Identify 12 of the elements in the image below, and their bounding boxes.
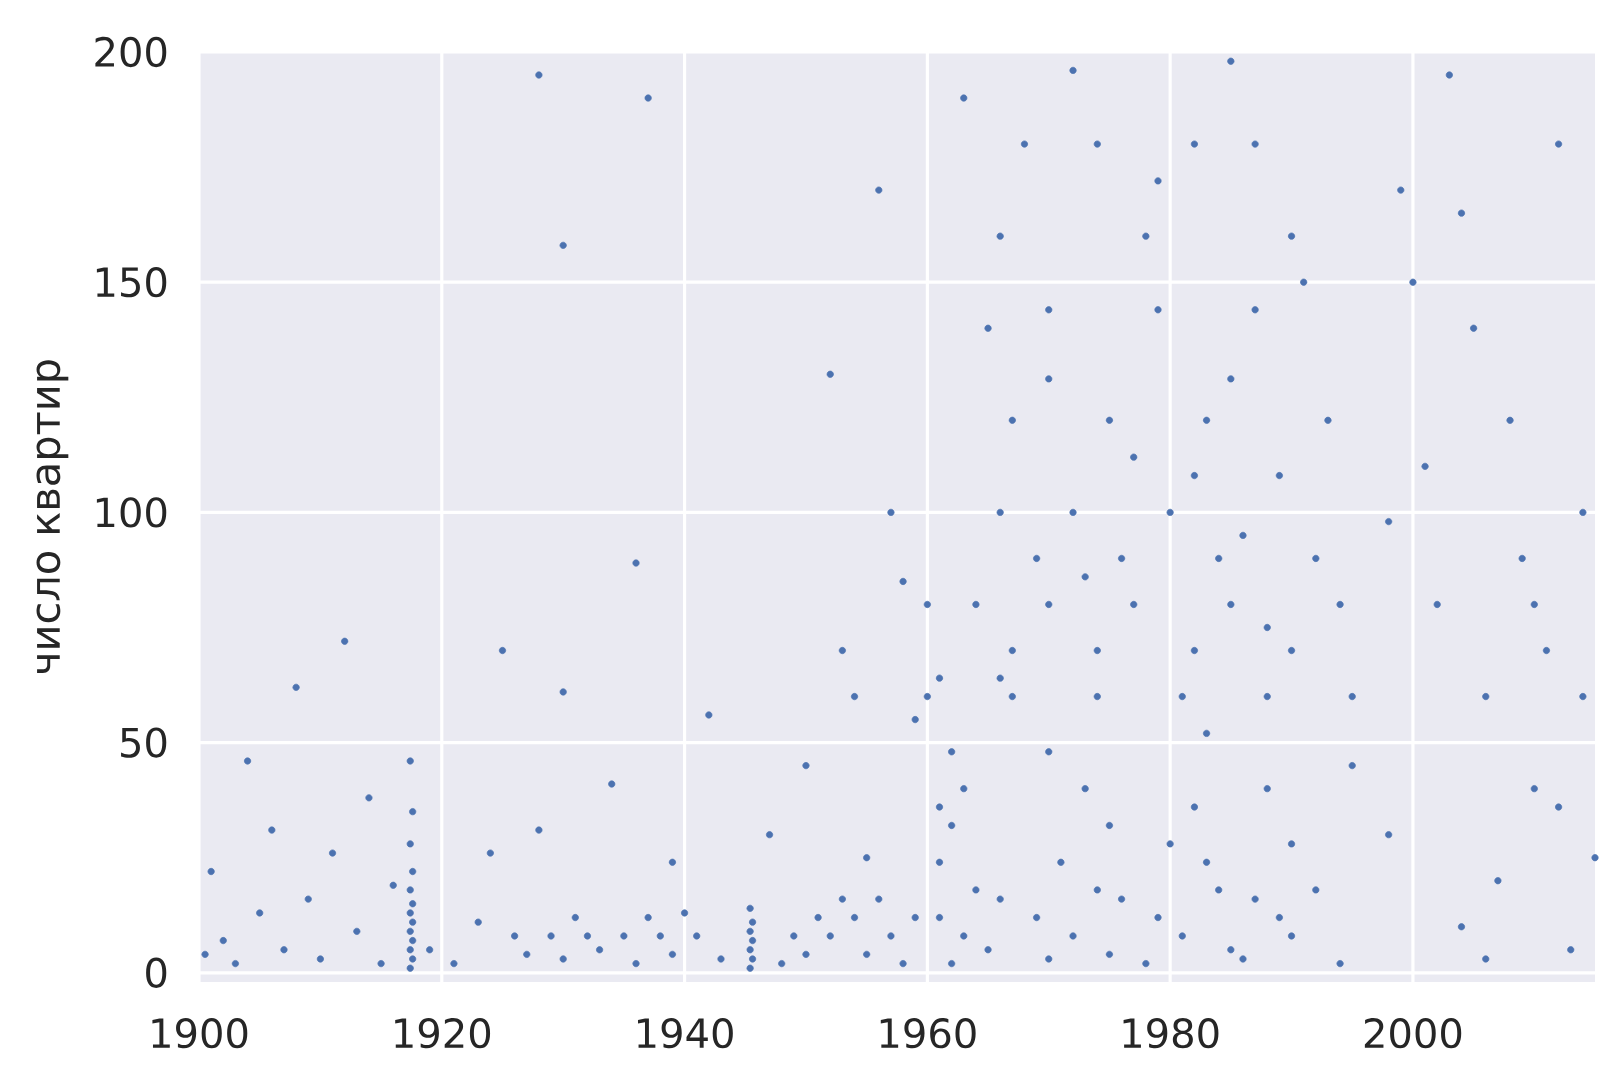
y-axis-title: число квартир xyxy=(36,360,69,673)
y-tick-label: 150 xyxy=(96,267,167,298)
y-tick-label: 200 xyxy=(95,36,167,68)
x-tick-label: 1940 xyxy=(638,1018,733,1049)
x-tick-label: 1980 xyxy=(1123,1018,1219,1049)
x-tick-label: 2000 xyxy=(1364,1018,1462,1049)
x-tick-label: 1900 xyxy=(152,1018,248,1049)
x-tick-label: 1960 xyxy=(880,1018,976,1049)
y-tick-label: 50 xyxy=(121,727,167,758)
y-tick-label: 0 xyxy=(146,957,167,988)
x-tick-label: 1920 xyxy=(395,1018,491,1049)
y-tick-label: 100 xyxy=(96,497,167,528)
